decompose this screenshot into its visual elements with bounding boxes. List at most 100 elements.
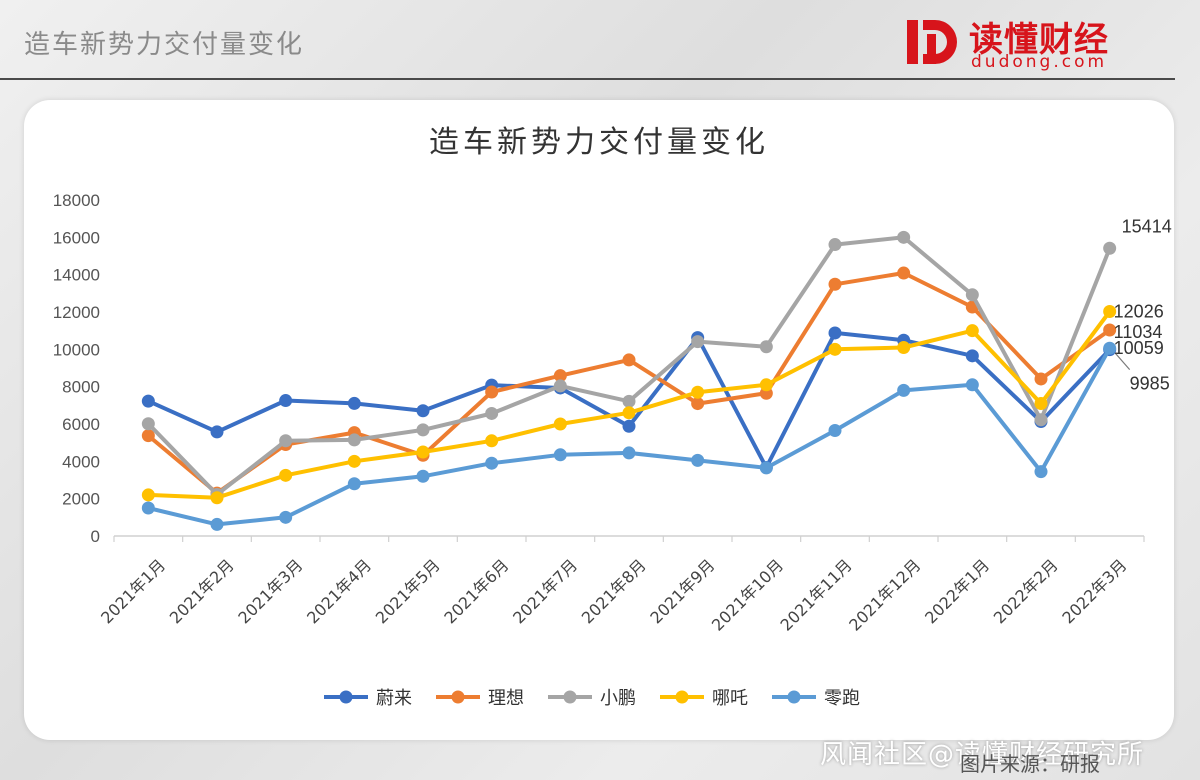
x-tick-label: 2022年2月 (990, 555, 1062, 627)
series-line (146, 271, 1112, 496)
data-point (141, 501, 155, 515)
data-point (485, 434, 499, 448)
data-point (1103, 341, 1117, 355)
header-divider (0, 78, 1175, 80)
logo-name: 读懂财经 (969, 20, 1109, 60)
data-point (1034, 465, 1048, 479)
data-point (759, 378, 773, 392)
data-point (691, 335, 705, 349)
legend-label: 哪吒 (712, 688, 748, 709)
x-tick-label: 2021年12月 (845, 555, 924, 634)
legend-swatch-marker (451, 690, 465, 704)
data-point (622, 419, 636, 433)
x-tick-label: 2021年1月 (97, 555, 169, 627)
data-point (553, 448, 567, 462)
x-tick-label: 2021年9月 (646, 555, 718, 627)
data-point (691, 385, 705, 399)
legend-label: 蔚来 (376, 688, 412, 709)
data-point (1034, 396, 1048, 410)
data-point (897, 340, 911, 354)
data-point (416, 445, 430, 459)
data-point (828, 326, 842, 340)
series-3 (141, 230, 1117, 502)
data-point (347, 477, 361, 491)
x-tick-label: 2021年6月 (440, 555, 512, 627)
data-point (210, 517, 224, 531)
label-leader-line (1115, 353, 1131, 371)
data-point (622, 446, 636, 460)
watermark-text: 风闻社区@读懂财经研究所 (820, 740, 1145, 770)
data-label: 12026 (1114, 302, 1164, 322)
data-point (1103, 305, 1117, 319)
data-point (691, 453, 705, 467)
chart-card: 造车新势力交付量变化 0 2000 4000 6000 8000 10000 12000 14… (24, 100, 1174, 740)
x-tick-label: 2022年3月 (1058, 555, 1130, 627)
y-tick-label: 2000 (62, 490, 100, 509)
x-tick-label: 2021年3月 (234, 555, 306, 627)
data-point (485, 406, 499, 420)
x-tick-label: 2021年5月 (372, 555, 444, 627)
y-tick-label: 16000 (53, 228, 100, 247)
legend-swatch-marker (675, 690, 689, 704)
data-point (485, 385, 499, 399)
data-point (828, 238, 842, 252)
data-point (485, 456, 499, 470)
legend-item: 零跑 (772, 688, 860, 709)
brand-logo: 读懂财经 dudong.com (905, 10, 1175, 74)
data-point (279, 468, 293, 482)
data-label: 10059 (1114, 338, 1164, 358)
chart-title: 造车新势力交付量变化 (429, 125, 769, 160)
x-tick-label: 2021年7月 (509, 555, 581, 627)
x-tick-label: 2021年4月 (303, 555, 375, 627)
data-point (759, 461, 773, 475)
legend-item: 哪吒 (660, 688, 748, 709)
chart-series (141, 230, 1117, 531)
data-point (210, 491, 224, 505)
data-point (965, 324, 979, 338)
logo-mark-icon (907, 20, 957, 64)
legend-label: 理想 (488, 688, 524, 709)
data-point (965, 378, 979, 392)
y-tick-label: 8000 (62, 378, 100, 397)
data-point (965, 349, 979, 363)
legend-item: 蔚来 (324, 688, 412, 709)
chart-axes: 0 2000 4000 6000 8000 10000 12000 14000 16000 180… (53, 191, 1145, 635)
data-point (1103, 241, 1117, 255)
series-5 (141, 341, 1117, 531)
data-point (347, 433, 361, 447)
x-tick-label: 2022年1月 (921, 555, 993, 627)
logo-url: dudong.com (971, 52, 1108, 72)
data-point (1034, 413, 1048, 427)
data-point (897, 266, 911, 280)
chart-legend: 蔚来 理想 小鹏 哪吒 零跑 (324, 688, 860, 709)
series-4 (141, 305, 1117, 505)
legend-label: 小鹏 (600, 688, 636, 709)
data-point (141, 488, 155, 502)
data-point (828, 277, 842, 291)
data-point (897, 383, 911, 397)
y-tick-label: 6000 (62, 415, 100, 434)
data-label: 9985 (1130, 374, 1170, 394)
data-label: 11034 (1114, 322, 1163, 342)
data-point (279, 434, 293, 448)
data-point (416, 469, 430, 483)
x-tick-label: 2021年2月 (166, 555, 238, 627)
data-point (553, 379, 567, 393)
data-point (347, 454, 361, 468)
data-point (965, 288, 979, 302)
data-point (279, 394, 293, 408)
data-point (347, 396, 361, 410)
data-point (279, 510, 293, 524)
x-tick-label: 2021年8月 (578, 555, 650, 627)
data-point (1034, 372, 1048, 386)
legend-swatch-marker (339, 690, 353, 704)
data-point (141, 394, 155, 408)
data-label: 15414 (1122, 216, 1172, 236)
legend-item: 小鹏 (548, 688, 636, 709)
line-chart: 造车新势力交付量变化 0 2000 4000 6000 8000 10000 12000 14… (53, 125, 1172, 709)
data-point (141, 429, 155, 443)
data-point (210, 425, 224, 439)
data-point (622, 406, 636, 420)
data-point (141, 417, 155, 431)
